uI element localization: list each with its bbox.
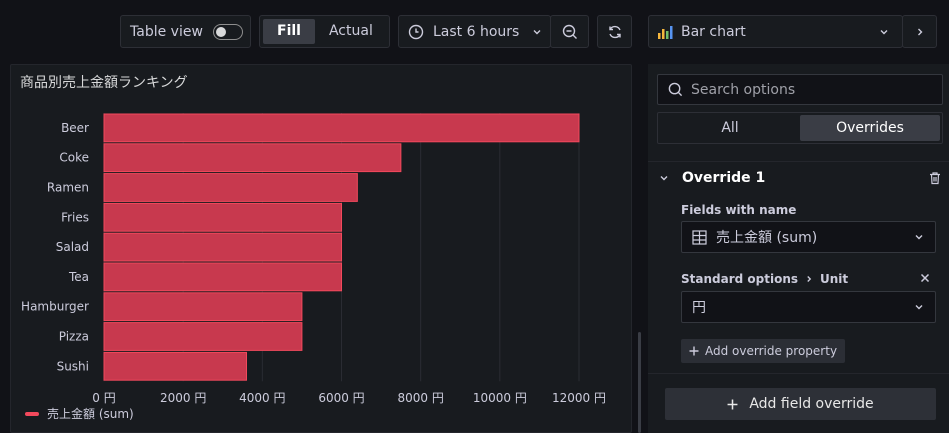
table-view-label: Table view <box>130 23 203 40</box>
standard-options-label: Standard options <box>681 272 799 286</box>
bar <box>103 351 247 381</box>
scrollbar[interactable] <box>638 332 641 433</box>
search-options[interactable] <box>657 74 943 105</box>
category-label: Sushi <box>57 359 89 373</box>
options-tabs: All Overrides <box>657 112 943 144</box>
add-field-override-button[interactable]: Add field override <box>665 388 936 420</box>
x-tick-label: 10000 円 <box>473 391 527 405</box>
panel-title: 商品別売上金額ランキング <box>20 75 188 91</box>
chevron-right-icon <box>807 276 812 282</box>
category-label: Hamburger <box>21 300 89 314</box>
tab-all[interactable]: All <box>721 120 739 136</box>
category-label: Salad <box>56 240 89 254</box>
chevron-down-icon <box>533 29 541 34</box>
field-name-value: 売上金額 (sum) <box>716 230 818 246</box>
bar <box>103 113 580 143</box>
actual-button[interactable]: Actual <box>328 23 373 39</box>
plus-icon <box>727 399 738 409</box>
plus-icon <box>689 346 699 356</box>
bar <box>103 262 342 292</box>
x-tick-label: 12000 円 <box>552 391 606 405</box>
zoom-out-icon <box>562 24 577 39</box>
x-tick-label: 6000 円 <box>318 391 364 405</box>
chevron-down-icon <box>915 305 923 310</box>
visualization-picker[interactable]: Bar chart <box>648 15 903 48</box>
bar-chart-icon <box>658 25 673 39</box>
bar <box>103 173 358 202</box>
category-label: Fries <box>61 210 89 224</box>
category-label: Tea <box>68 270 89 284</box>
override-header[interactable]: Override 1 <box>658 170 943 186</box>
clock-icon <box>408 24 424 39</box>
x-tick-label: 2000 円 <box>160 391 206 405</box>
zoom-out-button[interactable] <box>550 15 589 48</box>
legend[interactable]: 売上金額 (sum) <box>25 405 134 422</box>
refresh-button[interactable] <box>597 15 632 48</box>
chevron-right-icon <box>917 28 922 35</box>
divider <box>648 161 949 162</box>
override-title: Override 1 <box>682 170 766 186</box>
table-view-toggle[interactable]: Table view <box>120 15 251 48</box>
close-icon[interactable] <box>920 273 930 283</box>
fields-with-name-label: Fields with name <box>681 203 797 217</box>
category-label: Pizza <box>59 330 89 344</box>
chevron-down-icon <box>915 235 923 240</box>
trash-icon[interactable] <box>928 171 942 185</box>
x-tick-label: 0 円 <box>92 391 115 405</box>
chevron-down-icon <box>660 176 668 181</box>
tab-overrides[interactable]: Overrides <box>800 115 940 141</box>
unit-value: 円 <box>692 300 706 316</box>
chart-panel: 商品別売上金額ランキング Beer Coke Ramen Fries Salad Tea H… <box>10 64 632 433</box>
legend-label: 売上金額 (sum) <box>47 407 134 421</box>
refresh-icon <box>608 25 621 38</box>
bar <box>103 292 303 322</box>
collapse-options-button[interactable] <box>902 15 937 48</box>
unit-label: Unit <box>820 272 849 286</box>
options-pane: All Overrides Override 1 Fields with nam… <box>648 64 949 433</box>
bar <box>103 202 342 232</box>
bar <box>103 322 303 351</box>
toggle-knob <box>215 26 226 37</box>
fill-actual-segment: Fill Actual <box>259 15 390 48</box>
add-field-override-label: Add field override <box>749 396 874 412</box>
unit-select[interactable]: 円 <box>681 291 936 323</box>
category-label: Coke <box>59 151 89 165</box>
add-override-property-label: Add override property <box>705 344 838 358</box>
bar <box>103 143 402 173</box>
visualization-label: Bar chart <box>681 23 746 40</box>
field-name-select[interactable]: 売上金額 (sum) <box>681 221 936 253</box>
search-input[interactable] <box>691 81 931 98</box>
chevron-down-icon <box>880 30 888 35</box>
divider <box>648 373 949 374</box>
time-range-label: Last 6 hours <box>433 23 520 40</box>
unit-property-label: Standard options Unit <box>681 272 936 286</box>
x-tick-label: 4000 円 <box>239 391 285 405</box>
bar <box>103 232 342 262</box>
search-icon <box>668 82 683 97</box>
add-override-property-button[interactable]: Add override property <box>681 339 846 363</box>
legend-swatch <box>25 411 39 416</box>
toggle-switch[interactable] <box>212 23 243 40</box>
bar-chart: Beer Coke Ramen Fries Salad Tea Hamburger Pizza… <box>21 113 606 405</box>
table-icon <box>692 229 707 245</box>
time-range-picker[interactable]: Last 6 hours <box>398 15 551 48</box>
category-label: Ramen <box>47 181 89 195</box>
fill-button[interactable]: Fill <box>263 19 315 44</box>
category-label: Beer <box>61 121 89 135</box>
x-tick-label: 8000 円 <box>397 391 443 405</box>
